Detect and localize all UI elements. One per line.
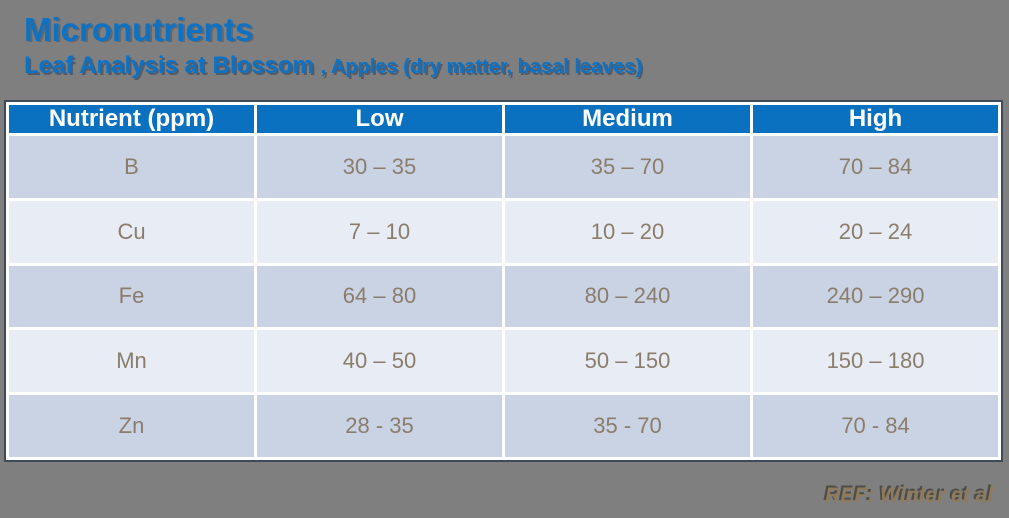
slide-header: Micronutrients Leaf Analysis at Blossom … — [24, 11, 984, 80]
medium-cell: 50 – 150 — [505, 330, 750, 393]
low-cell: 40 – 50 — [257, 330, 502, 393]
nutrient-table: Nutrient (ppm) Low Medium High B 30 – 35… — [6, 102, 1001, 460]
high-cell: 150 – 180 — [753, 330, 998, 393]
low-cell: 64 – 80 — [257, 265, 502, 328]
medium-cell: 10 – 20 — [505, 200, 750, 263]
nutrient-cell: Mn — [9, 330, 254, 393]
nutrient-cell: Cu — [9, 200, 254, 263]
column-header-medium: Medium — [505, 105, 750, 133]
table-row: Mn 40 – 50 50 – 150 150 – 180 — [9, 330, 998, 393]
nutrient-cell: Zn — [9, 395, 254, 457]
column-header-high: High — [753, 105, 998, 133]
low-cell: 30 – 35 — [257, 136, 502, 198]
medium-cell: 35 - 70 — [505, 395, 750, 457]
page-subtitle: Leaf Analysis at Blossom , Apples (dry m… — [24, 52, 984, 80]
column-header-low: Low — [257, 105, 502, 133]
nutrient-table-container: Nutrient (ppm) Low Medium High B 30 – 35… — [4, 100, 1003, 462]
low-cell: 7 – 10 — [257, 200, 502, 263]
medium-cell: 80 – 240 — [505, 265, 750, 328]
column-header-nutrient: Nutrient (ppm) — [9, 105, 254, 133]
page-title: Micronutrients — [24, 11, 254, 48]
table-row: Zn 28 - 35 35 - 70 70 - 84 — [9, 395, 998, 457]
nutrient-cell: Fe — [9, 265, 254, 328]
subtitle-detail: , Apples (dry matter, basal leaves) — [320, 56, 643, 79]
high-cell: 240 – 290 — [753, 265, 998, 328]
table-row: Cu 7 – 10 10 – 20 20 – 24 — [9, 200, 998, 263]
nutrient-cell: B — [9, 136, 254, 198]
high-cell: 70 – 84 — [753, 136, 998, 198]
subtitle-main: Leaf Analysis at Blossom — [24, 52, 321, 80]
low-cell: 28 - 35 — [257, 395, 502, 457]
table-row: B 30 – 35 35 – 70 70 – 84 — [9, 136, 998, 198]
medium-cell: 35 – 70 — [505, 136, 750, 198]
high-cell: 20 – 24 — [753, 200, 998, 263]
table-row: Fe 64 – 80 80 – 240 240 – 290 — [9, 265, 998, 328]
table-header-row: Nutrient (ppm) Low Medium High — [9, 105, 998, 133]
high-cell: 70 - 84 — [753, 395, 998, 457]
reference-text: REF: Winter et al — [825, 484, 993, 507]
